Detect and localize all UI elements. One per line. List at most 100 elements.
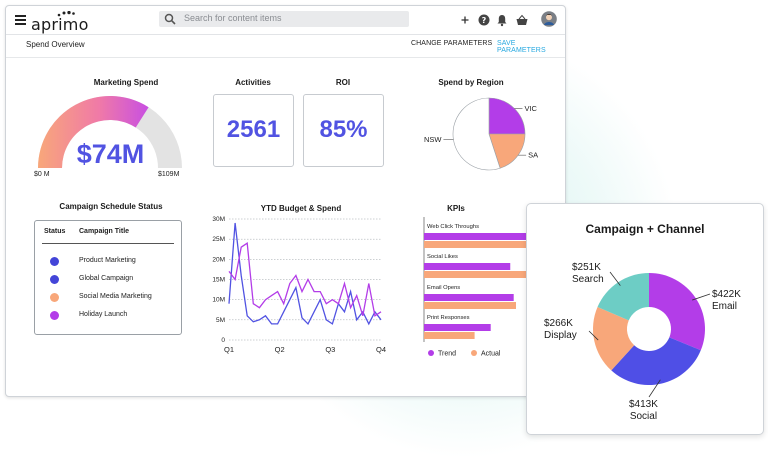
donut-leader-line — [692, 293, 711, 301]
pie-slice-sa[interactable] — [488, 133, 526, 169]
display-label: $266K Display — [544, 318, 577, 342]
spend-by-region-chart: VIC SA NSW — [424, 97, 538, 171]
kpi-bar-actual[interactable] — [424, 302, 516, 309]
campaign-title: Holiday Launch — [79, 311, 128, 318]
donut-slice-email[interactable] — [649, 273, 705, 351]
activities-title: Activities — [235, 78, 271, 87]
ytd-budget-spend-chart: 30M 25M 20M 15M 10M 5M 0Q1 Q2 Q3 Q4 — [212, 216, 386, 354]
donut-slice-display[interactable] — [593, 306, 635, 371]
legend-label-trend: Trend — [438, 351, 456, 358]
kpi-category-label: Print Responses — [427, 315, 470, 321]
kpi-bar-trend[interactable] — [424, 233, 539, 240]
logo-dots-icon — [57, 11, 75, 17]
kpis-chart: Web Click Throughs Social Likes Email Open… — [423, 217, 539, 358]
table-row[interactable]: Global Campaign — [35, 272, 181, 288]
basket-icon[interactable] — [515, 13, 529, 27]
kpi-bar-actual[interactable] — [424, 271, 539, 278]
search-input[interactable]: Search for content items — [159, 11, 409, 27]
kpi-category-label: Social Likes — [427, 254, 458, 260]
add-icon[interactable] — [458, 13, 472, 27]
series-line-2[interactable] — [228, 242, 382, 317]
series-line-1[interactable] — [228, 222, 382, 326]
campaign-schedule-table: Status Campaign Title Product Marketing … — [34, 220, 182, 335]
campaign-title: Social Media Marketing — [79, 293, 152, 300]
pie-slice-vic[interactable] — [488, 97, 526, 135]
y-tick-label: 10M — [212, 297, 225, 304]
campaign-channel-title: Campaign + Channel — [585, 222, 705, 236]
legend-label-actual: Actual — [481, 351, 501, 358]
campaign-channel-donut — [588, 271, 711, 398]
campaign-channel-card: Campaign + Channel $251K Search $422K Em… — [526, 203, 764, 435]
kpi-bar-trend[interactable] — [424, 294, 514, 301]
col-title-header: Campaign Title — [79, 228, 130, 235]
x-tick-label: Q2 — [275, 345, 285, 354]
social-value: $413K — [629, 399, 658, 410]
activities-value: 2561 — [226, 116, 281, 143]
display-name: Display — [544, 330, 577, 341]
table-divider — [42, 243, 174, 244]
logo-text: aprimo — [31, 15, 89, 34]
user-avatar[interactable] — [541, 11, 557, 27]
roi-title: ROI — [335, 78, 351, 87]
pie-slice-nsw[interactable] — [452, 97, 501, 171]
social-label: $413K Social — [629, 399, 658, 423]
help-icon[interactable]: ? — [477, 13, 491, 27]
kpis-title: KPIs — [447, 204, 465, 213]
pie-label-vic: VIC — [524, 104, 537, 113]
page-title: Spend Overview — [26, 40, 85, 49]
social-name: Social — [629, 411, 658, 422]
donut-slice-search[interactable] — [597, 273, 649, 321]
status-dot — [50, 257, 59, 266]
legend-marker-trend — [428, 350, 434, 356]
table-row[interactable]: Product Marketing — [35, 254, 181, 270]
change-parameters-button[interactable]: CHANGE PARAMETERS — [411, 40, 493, 47]
gauge-fill — [38, 96, 149, 168]
kpi-bar-actual[interactable] — [424, 332, 475, 339]
search-name: Search — [572, 274, 604, 285]
display-value: $266K — [544, 318, 573, 329]
donut-leader-line — [609, 271, 621, 286]
table-row[interactable]: Holiday Launch — [35, 308, 181, 324]
app-window: aprimo Search for content items ? Spend … — [5, 5, 566, 397]
pie-label-sa: SA — [528, 151, 538, 160]
status-dot — [50, 311, 59, 320]
sub-bar: Spend Overview CHANGE PARAMETERS SAVE PA… — [6, 35, 565, 58]
marketing-spend-value: $74M — [76, 139, 145, 169]
notifications-icon[interactable] — [495, 13, 509, 27]
campaign-title: Product Marketing — [79, 257, 136, 264]
y-tick-label: 5M — [216, 317, 225, 324]
x-tick-label: Q3 — [325, 345, 335, 354]
kpi-category-label: Web Click Throughs — [427, 224, 479, 230]
legend-marker-actual — [471, 350, 477, 356]
search-label: $251K Search — [572, 262, 604, 286]
col-status-header: Status — [44, 228, 66, 235]
y-tick-label: 30M — [212, 216, 225, 223]
kpi-bar-trend[interactable] — [424, 324, 491, 331]
spend-by-region-title: Spend by Region — [438, 78, 504, 87]
marketing-spend-gauge — [38, 96, 182, 168]
kpi-bar-actual[interactable] — [424, 241, 534, 248]
y-tick-label: 0 — [221, 337, 225, 344]
y-tick-label: 20M — [212, 256, 225, 263]
svg-text:?: ? — [482, 16, 487, 25]
table-row[interactable]: Social Media Marketing — [35, 290, 181, 306]
gauge-max-label: $109M — [158, 171, 180, 178]
activities-card[interactable]: 2561 — [213, 94, 294, 167]
campaign-schedule-title: Campaign Schedule Status — [59, 202, 163, 211]
roi-card[interactable]: 85% — [303, 94, 384, 167]
kpi-category-label: Email Opens — [427, 285, 460, 291]
y-tick-label: 25M — [212, 236, 225, 243]
status-dot — [50, 293, 59, 302]
x-tick-label: Q1 — [224, 345, 234, 354]
search-value: $251K — [572, 262, 601, 273]
menu-icon[interactable] — [15, 15, 26, 25]
donut-slice-social[interactable] — [611, 337, 701, 385]
ytd-chart-title: YTD Budget & Spend — [260, 204, 342, 213]
donut-leader-line — [648, 379, 661, 398]
y-tick-label: 15M — [212, 277, 225, 284]
donut-leader-line — [588, 330, 599, 341]
kpi-bar-trend[interactable] — [424, 263, 511, 270]
save-parameters-button[interactable]: SAVE PARAMETERS — [497, 40, 546, 54]
campaign-title: Global Campaign — [79, 275, 134, 282]
gauge-min-label: $0 M — [34, 171, 50, 178]
